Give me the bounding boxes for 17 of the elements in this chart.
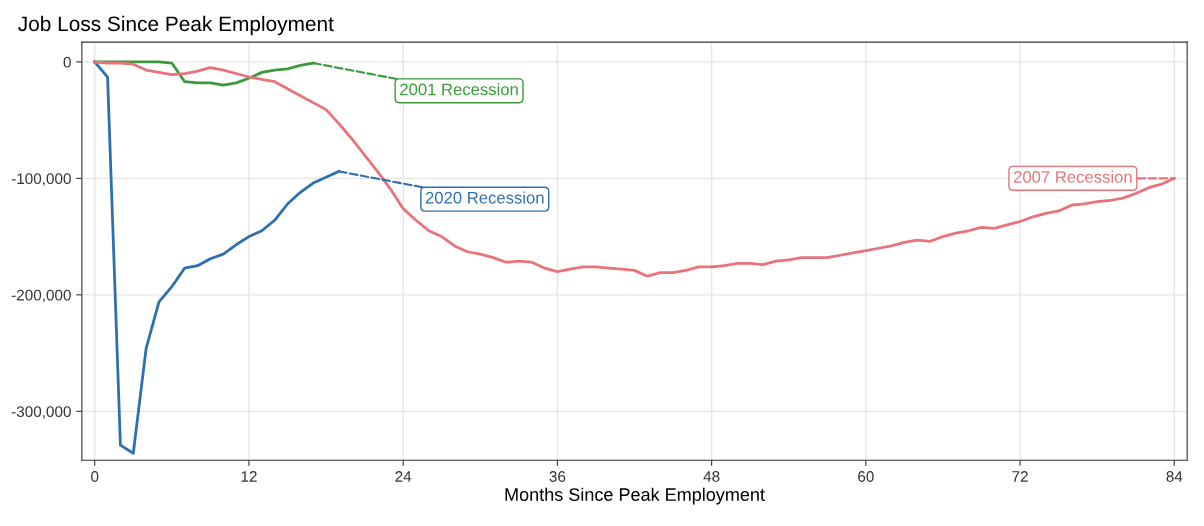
- x-tick-label: 24: [395, 471, 412, 482]
- y-tick-label: -200,000: [11, 289, 71, 303]
- x-axis-title: Months Since Peak Employment: [505, 487, 765, 505]
- y-tick-label: -100,000: [11, 173, 71, 186]
- text: 2001 Recession: [400, 83, 518, 96]
- x-tick-label: 84: [1166, 471, 1183, 482]
- x-tick-label: 48: [703, 471, 720, 482]
- y-tick-label: -300,000: [11, 406, 71, 419]
- x-tick-label: 60: [858, 471, 874, 482]
- x-tick-label: 72: [1012, 471, 1028, 482]
- x-tick-label: 0: [91, 471, 99, 482]
- y-tick-label: 0: [63, 56, 71, 68]
- legend-label: 2007 Recession: [1013, 170, 1132, 183]
- x-tick-label: 12: [241, 471, 257, 482]
- text: 2020 Recession: [425, 191, 544, 204]
- x-tick-label: 36: [549, 471, 566, 482]
- chart-title: Job Loss Since Peak Employment: [18, 15, 334, 36]
